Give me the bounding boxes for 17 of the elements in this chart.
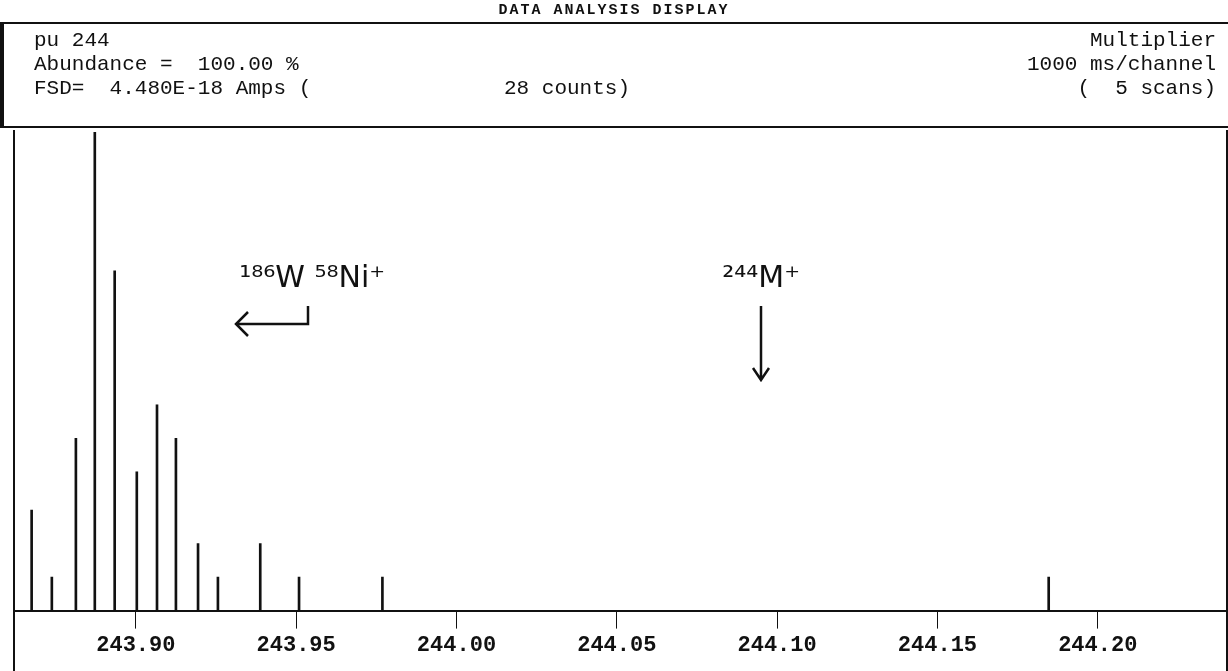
text: Multiplier <box>1089 29 1216 52</box>
x-tick-label: 244.20 <box>1058 633 1138 659</box>
x-tick-label: 244.15 <box>897 633 978 659</box>
text: pu 244 <box>34 29 110 52</box>
text: ( 5 scans) <box>1077 77 1216 100</box>
x-tick-label: 244.05 <box>577 633 657 659</box>
x-tick-label: 243.90 <box>96 633 176 659</box>
annotation: ²⁴⁴M⁺ <box>722 258 800 294</box>
text: Abundance = 100.00 % <box>34 53 299 76</box>
annotation: ¹⁸⁶W ⁵⁸Ni⁺ <box>239 258 386 294</box>
x-tick-label: 244.00 <box>416 633 497 659</box>
text: FSD= 4.480E-18 Amps ( <box>34 77 312 100</box>
text: 1000 ms/channel <box>1026 53 1216 76</box>
chart-title: DATA ANALYSIS DISPLAY <box>0 0 1228 24</box>
x-tick-label: 244.10 <box>737 633 817 659</box>
text: 28 counts) <box>504 77 631 100</box>
x-tick-label: 243.95 <box>256 633 336 659</box>
